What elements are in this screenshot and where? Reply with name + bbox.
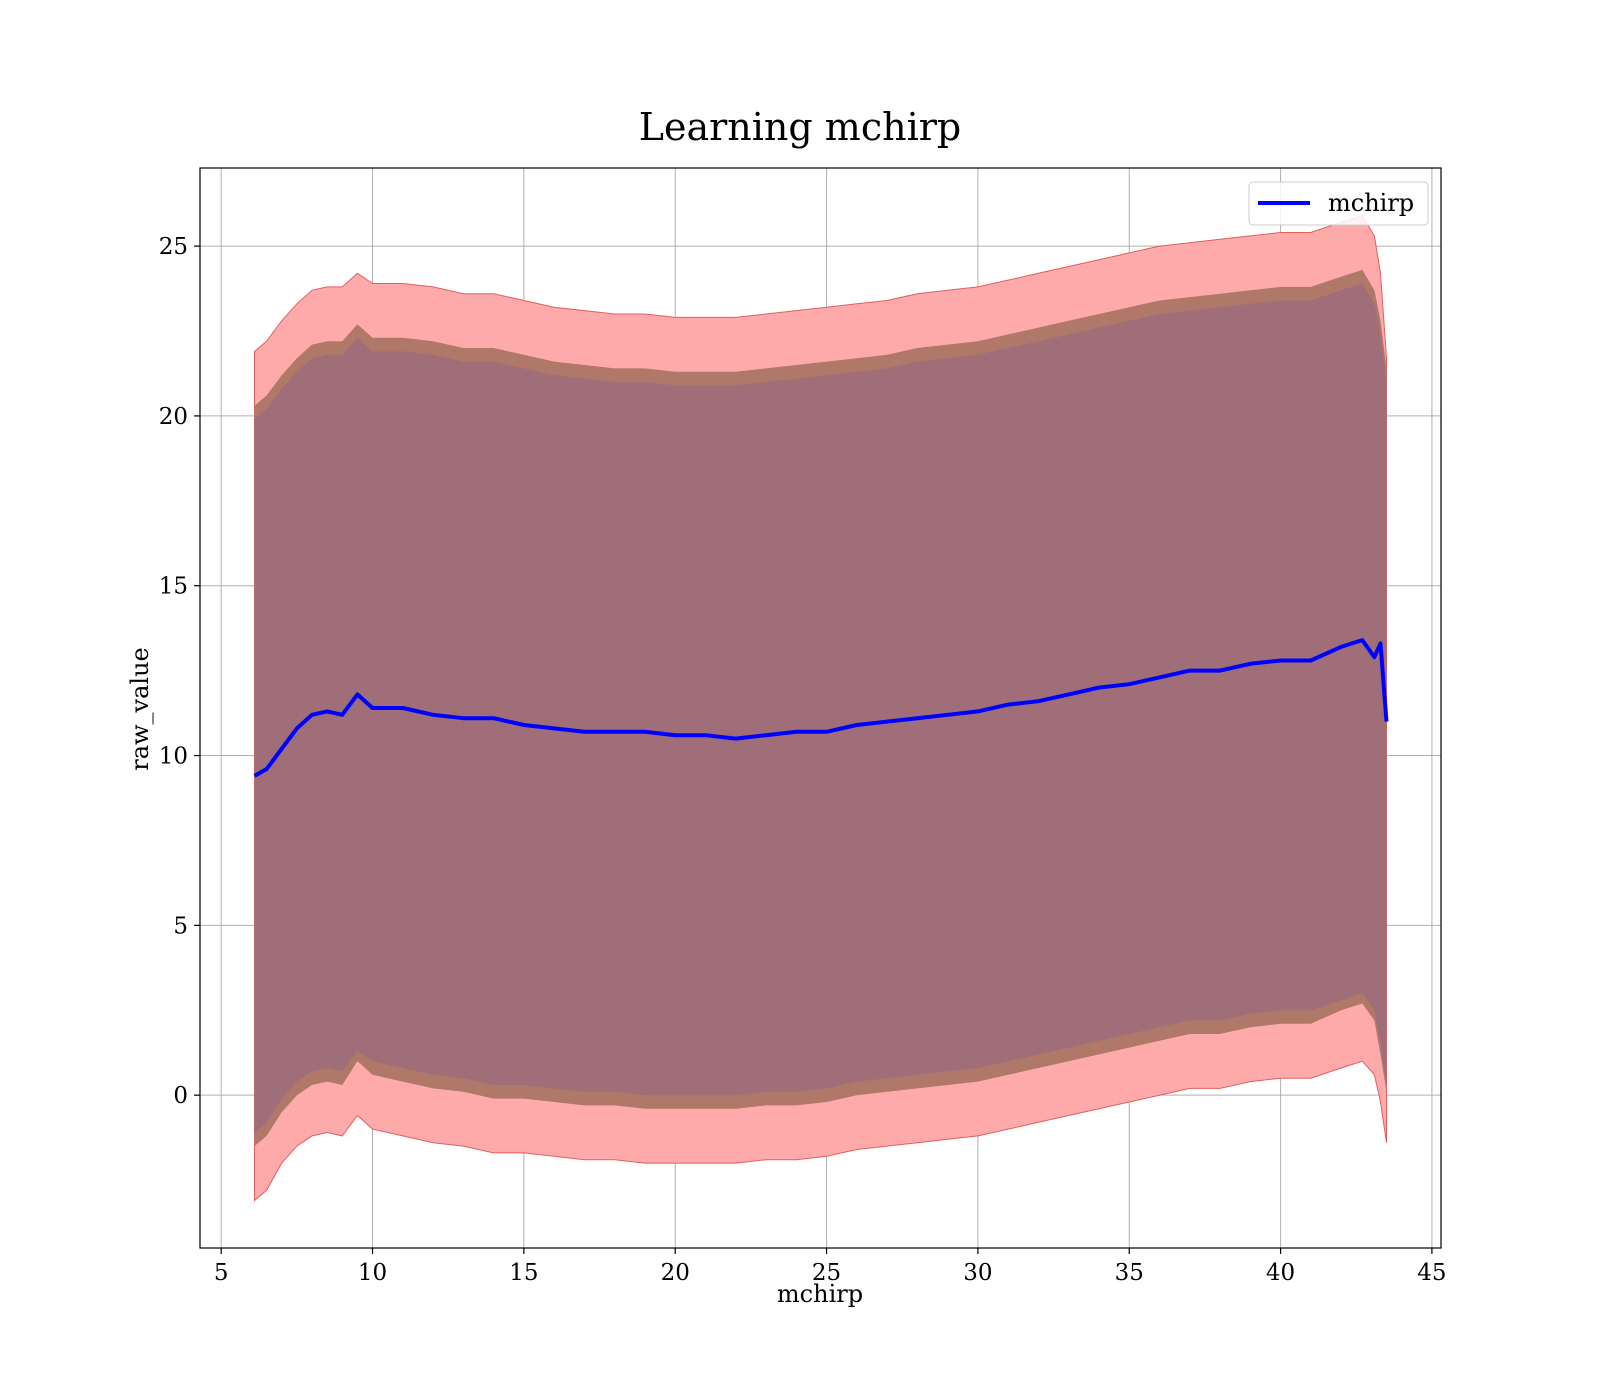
x-tick-label-6: 35 (1115, 1260, 1144, 1286)
x-tick-label-4: 25 (812, 1260, 841, 1286)
x-tick-label-1: 10 (358, 1260, 387, 1286)
x-tick-label-5: 30 (963, 1260, 992, 1286)
y-tick-label-3: 15 (159, 574, 188, 600)
axis-ticks: 5 10 15 20 25 30 35 40 45 0 5 10 15 20 25 (159, 234, 1447, 1286)
x-tick-label-8: 45 (1417, 1260, 1446, 1286)
x-axis-label: mchirp (777, 1280, 863, 1308)
plot-frame (199, 167, 1442, 1249)
x-tick-label-2: 15 (509, 1260, 538, 1286)
series-lines (253, 638, 1389, 778)
y-tick-label-4: 20 (159, 404, 188, 430)
legend-entry-mchirp: mchirp (1328, 189, 1414, 217)
y-tick-label-5: 25 (159, 234, 188, 260)
y-tick-label-2: 10 (159, 744, 188, 770)
y-tick-label-0: 0 (173, 1083, 188, 1109)
chart-title: Learning mchirp (639, 105, 961, 149)
y-tick-label-1: 5 (173, 913, 188, 939)
series-line-0 (253, 638, 1389, 778)
band-inner (254, 283, 1387, 1133)
legend: mchirp (1248, 181, 1429, 226)
x-tick-label-0: 5 (214, 1260, 229, 1286)
x-tick-label-3: 20 (661, 1260, 690, 1286)
legend-box (1248, 181, 1429, 226)
x-tick-label-7: 40 (1266, 1260, 1295, 1286)
confidence-bands (254, 214, 1387, 1202)
y-axis-label: raw_value (126, 647, 154, 771)
axes-frame (199, 167, 1442, 1249)
